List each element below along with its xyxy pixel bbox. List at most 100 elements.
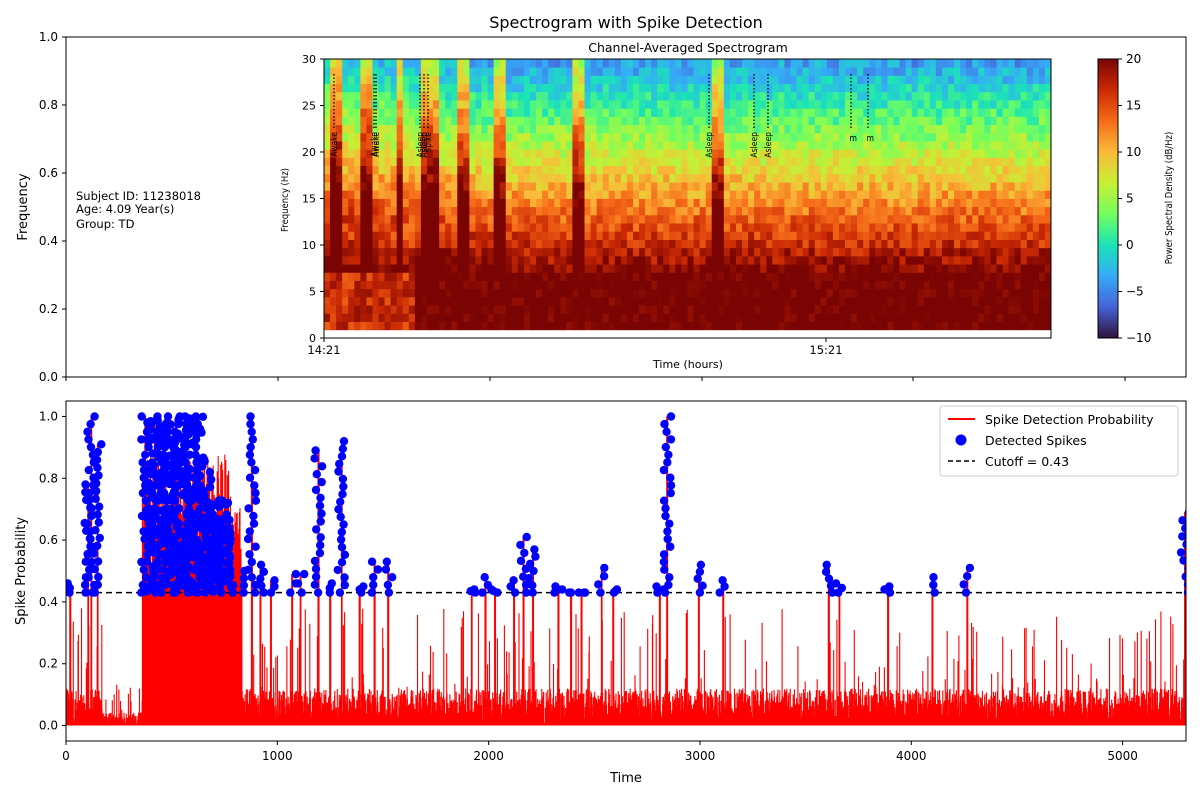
spectrogram-cell: [1002, 321, 1009, 331]
spectrogram-cell: [602, 313, 610, 322]
spectrogram-cell: [923, 247, 931, 257]
spectrogram-cell: [948, 165, 955, 175]
spectrogram-cell: [590, 91, 598, 101]
spectrogram-cell: [560, 296, 567, 306]
spike-marker: [187, 485, 197, 495]
spectrogram-cell: [517, 231, 525, 240]
spectrogram-cell: [935, 132, 943, 142]
spectrogram-cell: [481, 91, 488, 101]
spectrogram-cell: [651, 165, 658, 175]
spectrogram-cell: [457, 198, 464, 208]
spectrogram-cell: [663, 198, 670, 208]
spectrogram-cell: [572, 165, 579, 175]
spectrogram-cell: [893, 108, 900, 117]
spike-marker: [312, 470, 321, 479]
spectrogram-cell: [893, 190, 900, 199]
spectrogram-cell: [608, 198, 616, 208]
spectrogram-cell: [899, 280, 906, 290]
spectrogram-cell: [451, 173, 458, 183]
spectrogram-cell: [923, 223, 931, 232]
spectrogram-cell: [996, 223, 1003, 232]
spectrogram-cell: [572, 108, 579, 117]
spectrogram-cell: [729, 223, 737, 232]
spectrogram-cell: [463, 313, 470, 322]
spike-marker: [333, 565, 342, 575]
spectrogram-cell: [887, 313, 894, 322]
spectrogram-cell: [875, 264, 882, 273]
spectrogram-cell: [420, 223, 428, 232]
spectrogram-cell: [626, 75, 634, 85]
spectrogram-cell: [639, 157, 646, 167]
spectrogram-cell: [396, 198, 404, 208]
spectrogram-cell: [493, 313, 501, 322]
spectrogram-cell: [1008, 313, 1016, 322]
spectrogram-cell: [996, 173, 1003, 183]
spectrogram-cell: [911, 214, 919, 224]
spike-marker: [197, 544, 206, 554]
spectrogram-cell: [324, 67, 331, 76]
spectrogram-cell: [433, 264, 440, 273]
spectrogram-cell: [626, 313, 634, 322]
spectrogram-cell: [778, 59, 785, 68]
spectrogram-cell: [754, 280, 761, 290]
spike-marker: [1181, 524, 1186, 533]
spectrogram-cell: [439, 173, 446, 183]
spectrogram-cell: [935, 264, 943, 273]
spectrogram-cell: [596, 288, 604, 298]
spectrogram-cell: [1020, 132, 1028, 142]
spectrogram-cell: [869, 67, 876, 76]
spectrogram-cell: [457, 75, 464, 85]
spectrogram-cell: [523, 108, 531, 117]
spectrogram-cell: [954, 214, 961, 224]
spectrogram-cell: [845, 198, 852, 208]
spectrogram-cell: [784, 149, 791, 158]
spectrogram-cell: [360, 132, 367, 142]
spectrogram-cell: [348, 75, 355, 85]
spectrogram-cell: [536, 83, 543, 93]
spectrogram-cell: [517, 223, 525, 232]
spectrogram-cell: [705, 157, 713, 167]
spectrogram-cell: [832, 247, 840, 257]
spectrogram-cell: [342, 280, 349, 290]
spectrogram-cell: [984, 67, 991, 76]
spectrogram-cell: [929, 296, 937, 306]
spike-marker: [139, 465, 149, 475]
spectrogram-cell: [626, 305, 634, 314]
spectrogram-cell: [851, 116, 858, 126]
spectrogram-cell: [663, 264, 670, 273]
spectrogram-cell: [566, 247, 573, 257]
spectrogram-cell: [620, 67, 628, 76]
spectrogram-cell: [348, 329, 355, 338]
spectrogram-cell: [990, 182, 997, 191]
spectrogram-cell: [1014, 124, 1022, 134]
spectrogram-cell: [966, 116, 973, 126]
spectrogram-cell: [632, 132, 640, 142]
spectrogram-cell: [729, 157, 737, 167]
spectrogram-cell: [972, 329, 979, 338]
spectrogram-cell: [1002, 239, 1009, 249]
spectrogram-cell: [1032, 165, 1040, 175]
spectrogram-cell: [330, 59, 337, 68]
spectrogram-cell: [542, 173, 549, 183]
spectrogram-cell: [772, 132, 779, 142]
spectrogram-cell: [348, 190, 355, 199]
spectrogram-cell: [1002, 231, 1009, 240]
spectrogram-cell: [711, 313, 719, 322]
spectrogram-cell: [723, 91, 731, 101]
spectrogram-cell: [960, 124, 967, 134]
spectrogram-cell: [966, 198, 973, 208]
spectrogram-cell: [1038, 255, 1046, 265]
spectrogram-cell: [881, 296, 888, 306]
spectrogram-cell: [790, 255, 797, 265]
spectrogram-cell: [536, 149, 543, 158]
spectrogram-cell: [414, 165, 422, 175]
spectrogram-cell: [324, 91, 331, 101]
spectrogram-cell: [1020, 198, 1028, 208]
spectrogram-cell: [911, 239, 919, 249]
spectrogram-cell: [324, 247, 331, 257]
spectrogram-cell: [754, 100, 761, 109]
spike-marker: [337, 543, 347, 552]
spike-marker: [599, 572, 609, 581]
spectrogram-cell: [390, 157, 398, 167]
spectrogram-cell: [590, 75, 598, 85]
